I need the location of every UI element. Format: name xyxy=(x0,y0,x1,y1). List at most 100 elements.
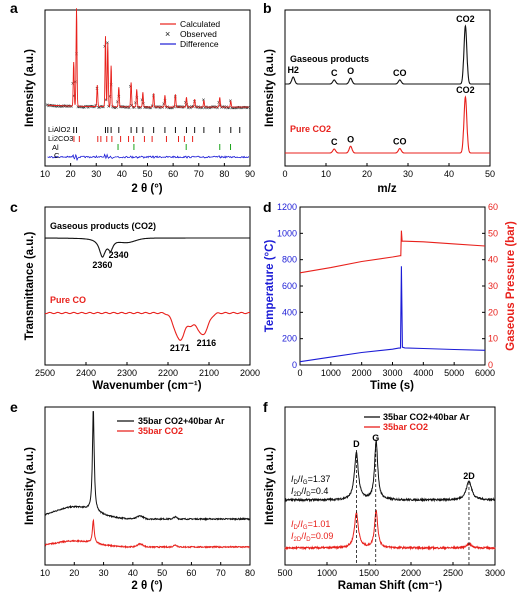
panel-d-x-tick-label: 5000 xyxy=(444,368,464,378)
panel-a-observed-point: × xyxy=(133,106,137,112)
panel-c-series-gaseous-label: Gaseous products (CO2) xyxy=(50,221,156,231)
panel-b-x-tick-label: 30 xyxy=(403,169,413,179)
panel-a-observed-point: × xyxy=(221,105,225,111)
panel-d-pressure-line xyxy=(299,230,486,274)
panel-d-y-tick-label: 0 xyxy=(292,360,297,370)
panel-a-observed-point: × xyxy=(222,105,226,111)
panel-b-peak-label: CO2 xyxy=(456,14,475,24)
panel-a-observed-point: × xyxy=(224,106,228,112)
panel-b-peak-label: H2 xyxy=(287,65,299,75)
panel-a-calculated-line xyxy=(47,8,249,108)
panel-a-observed-point: × xyxy=(149,106,153,112)
panel-a-x-tick-label: 40 xyxy=(117,169,127,179)
panel-a-observed-point: × xyxy=(88,105,92,111)
panel-a: a 10 20 30 40 50 60 70 80 90 2 θ (°) Intensity (… xyxy=(10,0,255,195)
panel-a-observed-point: × xyxy=(230,106,234,112)
panel-a-observed-point: × xyxy=(157,105,161,111)
panel-c: c 2500 2400 2300 2200 2100 2000 Wavenumber (c… xyxy=(10,199,260,392)
panel-b-series-gaseous-label: Gaseous products xyxy=(290,54,369,64)
panel-c-gaseous-line xyxy=(45,237,250,258)
panel-d-x-tick-label: 0 xyxy=(297,368,302,378)
panel-f-x-tick-label: 3000 xyxy=(485,568,505,578)
panel-a-observed-point: × xyxy=(212,105,216,111)
panel-e-co2-line xyxy=(44,518,251,549)
panel-f-ratio-co2-idig-value: 1.01 xyxy=(313,519,331,529)
panel-a-observed-point: × xyxy=(118,105,122,111)
panel-a-observed-point: × xyxy=(52,104,56,110)
panel-a-observed-point: × xyxy=(120,105,124,111)
panel-d-xlabel: Time (s) xyxy=(370,380,414,392)
panel-d-y2-tick-label: 0 xyxy=(488,360,493,370)
panel-f-xlabel: Raman Shift (cm⁻¹) xyxy=(338,580,443,592)
panel-a-observed-point: × xyxy=(190,105,194,111)
panel-a-observed-point: × xyxy=(57,104,61,110)
panel-c-peak-label: 2340 xyxy=(109,250,129,260)
panel-a-observed-point: × xyxy=(93,105,97,111)
panel-f-band-label: 2D xyxy=(463,471,475,481)
panel-d-x-tick-label: 6000 xyxy=(475,368,495,378)
panel-a-observed-point: × xyxy=(121,105,125,111)
panel-a-observed-point: × xyxy=(208,106,212,112)
panel-f-ratio-ar-i2did: I2D/ID=0.4 xyxy=(291,486,328,498)
panel-a-observed-point: × xyxy=(61,105,65,111)
panel-a-observed-point: × xyxy=(241,106,245,112)
panel-f-co2-line xyxy=(284,509,496,551)
panel-a-observed-point: × xyxy=(216,106,220,112)
panel-a-x-tick-label: 50 xyxy=(142,169,152,179)
panel-e-x-tick-label: 30 xyxy=(99,568,109,578)
panel-f-plot xyxy=(284,438,496,565)
panel-c-peak-label: 2360 xyxy=(92,260,112,270)
panel-a-observed-point: × xyxy=(90,105,94,111)
panel-a-observed-point: × xyxy=(153,105,157,111)
panel-a-x-tick-label: 30 xyxy=(91,169,101,179)
panel-a-observed-point: × xyxy=(183,105,187,111)
panel-e-x-tick-label: 60 xyxy=(186,568,196,578)
panel-a-observed-point: × xyxy=(225,105,229,111)
panel-a-observed-point: × xyxy=(102,105,106,111)
panel-d-x-tick-label: 1000 xyxy=(321,368,341,378)
panel-a-observed-point: × xyxy=(215,105,219,111)
panel-a-observed-point: × xyxy=(198,106,202,112)
panel-a-observed-point: × xyxy=(130,104,134,110)
panel-a-observed-point: × xyxy=(195,106,199,112)
panel-a-observed-point: × xyxy=(107,104,111,110)
panel-a-observed-point: × xyxy=(156,105,160,111)
panel-e-x-ticks: 10 20 30 40 50 60 70 80 xyxy=(40,562,255,578)
panel-a-observed-point: × xyxy=(207,106,211,112)
panel-b-series-line xyxy=(285,24,490,85)
panel-a-x-ticks: 10 20 30 40 50 60 70 80 90 xyxy=(40,163,255,179)
panel-f-band-label: G xyxy=(372,433,379,443)
panel-a-observed-point: × xyxy=(189,106,193,112)
panel-b-peak-label: CO2 xyxy=(456,85,475,95)
panel-a-observed-point: × xyxy=(185,103,189,109)
panel-d-y-tick-label: 800 xyxy=(282,255,297,265)
panel-d-y2-tick-label: 20 xyxy=(488,307,498,317)
panel-a-observed-point: × xyxy=(99,105,103,111)
panel-a-observed-point: × xyxy=(139,105,143,111)
panel-e-x-tick-label: 80 xyxy=(245,568,255,578)
panel-a-observed-point: × xyxy=(104,98,108,104)
panel-a-observed-point: × xyxy=(83,105,87,111)
panel-c-x-tick-label: 2000 xyxy=(240,368,260,378)
panel-b-plot xyxy=(285,24,490,154)
panel-c-plot xyxy=(44,237,251,341)
panel-a-observed-point: × xyxy=(179,105,183,111)
panel-d-y-tick-label: 200 xyxy=(282,334,297,344)
panel-a-observed-point: × xyxy=(154,105,158,111)
panel-d: d 0 1000 2000 3000 4000 5000 60000200400600800… xyxy=(263,199,517,392)
panel-a-xlabel: 2 θ (°) xyxy=(131,183,162,195)
panel-a-difference-line xyxy=(47,153,250,161)
panel-a-observed-point: × xyxy=(170,106,174,112)
panel-a-observed-point: × xyxy=(66,105,70,111)
panel-f-ratio-ar-idig-value: 1.37 xyxy=(313,474,331,484)
panel-a-observed-point: × xyxy=(98,106,102,112)
panel-a-legend-observed-swatch: × xyxy=(165,29,170,39)
panel-a-observed-point: × xyxy=(186,106,190,112)
panel-b-x-tick-label: 10 xyxy=(321,169,331,179)
panel-a-observed-point: × xyxy=(76,105,80,111)
panel-a-observed-point: × xyxy=(112,106,116,112)
panel-a-observed-point: × xyxy=(131,106,135,112)
panel-a-observed-point: × xyxy=(171,106,175,112)
panel-a-observed-point: × xyxy=(47,104,51,110)
